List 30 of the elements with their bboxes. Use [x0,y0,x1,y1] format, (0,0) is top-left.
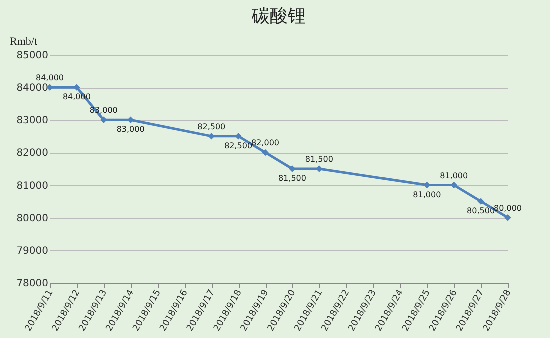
y-tick-label: 85000 [16,50,48,62]
data-label: 82,000 [252,138,280,148]
point [478,198,484,205]
point [316,166,323,172]
chart-title: 碳酸锂 [251,6,306,27]
y-axis-title: Rmb/t [10,36,38,48]
point [100,116,108,124]
point [208,133,215,140]
data-label: 80,500 [467,206,496,216]
y-tick-label: 83000 [16,116,48,127]
y-tick-label: 80000 [16,213,48,224]
data-label: 83,000 [116,125,145,134]
point [235,133,242,140]
point [262,149,269,156]
point [289,166,296,172]
y-tick-label: 84000 [16,83,48,94]
y-tick-label: 78000 [16,278,48,290]
y-tick-label: 79000 [16,246,48,257]
y-tick-label: 82000 [16,148,48,160]
data-label: 84,000 [36,74,64,83]
data-label: 82,500 [224,141,253,150]
point [74,84,80,91]
data-label: 80,000 [494,204,522,213]
data-label: 81,500 [278,174,306,183]
y-tick-label: 81000 [16,180,48,192]
data-label: 81,000 [440,171,468,180]
data-label: 81,500 [305,155,334,164]
data-label: 82,500 [198,122,226,132]
point [504,214,512,222]
data-label: 81,000 [413,190,442,200]
